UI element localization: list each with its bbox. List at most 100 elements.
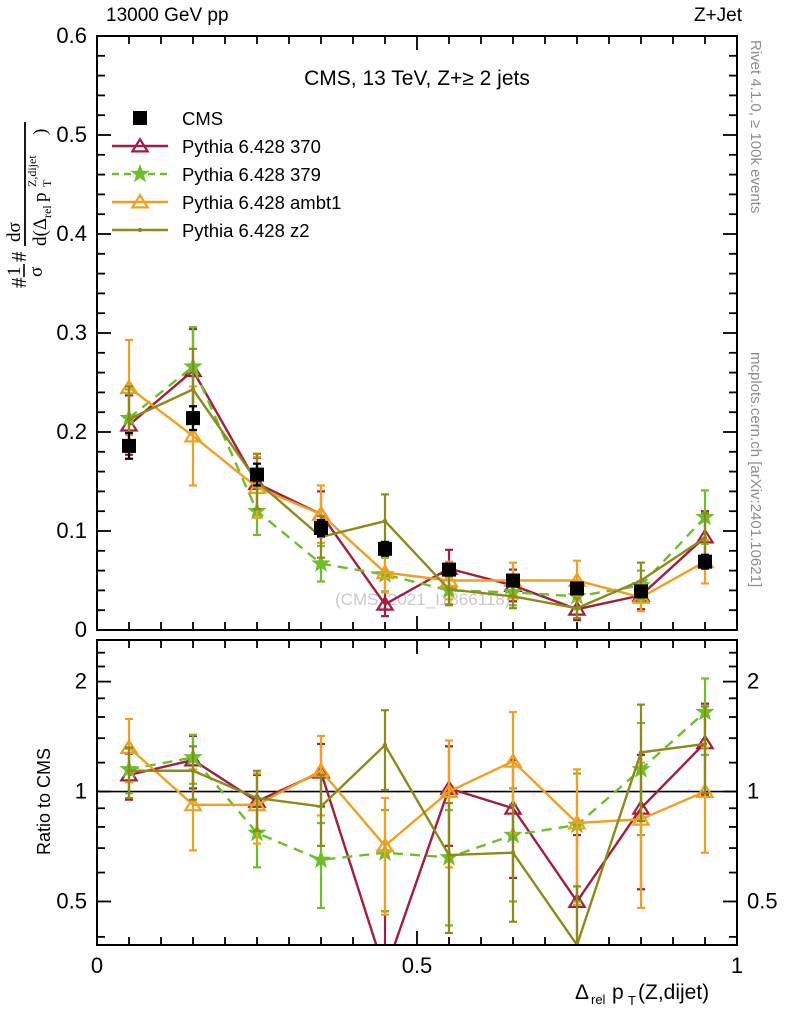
series-pythia-6-428-ambt1	[119, 711, 715, 916]
legend-entry: Pythia 6.428 z2	[112, 220, 310, 241]
data-marker-dot	[510, 594, 516, 599]
ylabel-denom-p: p	[30, 193, 51, 203]
ylabel-hash1: #	[7, 277, 31, 288]
header-left: 13000 GeV pp	[106, 5, 229, 26]
data-marker-square	[186, 411, 200, 426]
series-line	[129, 742, 706, 944]
data-marker-triangle	[375, 563, 395, 580]
main-y-tick-labels: 0 0.1 0.2 0.3 0.4 0.5 0.6	[56, 23, 87, 642]
series-line	[128, 368, 706, 611]
series-line	[128, 741, 706, 944]
xlabel-delta: Δ	[575, 981, 589, 1004]
data-marker-star	[130, 163, 150, 183]
data-marker-dot	[575, 942, 579, 944]
data-marker-dot	[126, 416, 132, 422]
ratio-ytick-label-right: 1	[747, 779, 759, 804]
ylabel-denom-psub: T	[40, 179, 54, 187]
data-marker-square	[378, 541, 392, 556]
series-cms	[122, 405, 712, 599]
data-marker-dot	[638, 578, 644, 583]
data-marker-triangle	[695, 782, 715, 799]
main-ylabel: # 1 σ # dσ d(Δ rel p T Z,dijet )	[4, 40, 66, 290]
xtick-label: 0	[91, 953, 103, 978]
ratio-ytick-label-right: 2	[747, 669, 759, 694]
series-line	[128, 711, 706, 862]
data-marker-square	[698, 554, 712, 569]
legend-entry: Pythia 6.428 ambt1	[112, 192, 341, 213]
x-axis-ticks	[96, 36, 738, 945]
legend-entry: CMS	[133, 108, 223, 129]
data-marker-square	[133, 111, 147, 125]
data-marker-dot	[318, 804, 324, 809]
data-marker-dot	[190, 387, 196, 392]
series-pythia-6-428-z2	[125, 703, 709, 944]
main-ytick-label: 0.4	[56, 221, 87, 246]
data-marker-square	[122, 438, 136, 453]
series-line	[128, 746, 706, 848]
data-marker-dot	[446, 852, 452, 858]
ylabel-denom-close: )	[30, 129, 51, 135]
xlabel-psub: T	[628, 993, 636, 1008]
main-ytick-label: 0.3	[56, 320, 87, 345]
data-marker-dot	[126, 768, 132, 773]
main-ytick-label: 0.5	[56, 122, 87, 147]
data-marker-square	[442, 562, 456, 577]
data-marker-triangle	[567, 814, 587, 830]
data-marker-triangle	[183, 427, 203, 443]
legend-group: CMS Pythia 6.428 370 Pythia 6.428 379 Pythi…	[112, 108, 341, 241]
ratio-y-tick-labels-right: 0.5 1 2	[747, 669, 778, 914]
legend-label: Pythia 6.428 ambt1	[182, 192, 341, 213]
legend-label: Pythia 6.428 z2	[182, 220, 310, 241]
data-marker-dot	[510, 850, 516, 855]
legend-label: CMS	[182, 108, 223, 129]
legend-entry: Pythia 6.428 379	[112, 163, 321, 185]
main-ytick-label: 0.1	[56, 518, 87, 543]
xtick-label: 1	[731, 953, 743, 978]
ylabel-denom: d(Δ	[30, 218, 51, 246]
xlabel-p: p	[612, 981, 624, 1004]
main-axis-ticks	[97, 35, 737, 631]
data-marker-dot	[702, 741, 708, 747]
ratio-y-tick-labels-left: 0.5 1 2	[56, 669, 87, 914]
data-marker-square	[250, 467, 264, 482]
data-marker-dot	[382, 742, 388, 748]
xlabel-rest: (Z,dijet)	[638, 981, 709, 1004]
data-marker-triangle	[375, 837, 395, 853]
xlabel-sub: rel	[591, 992, 606, 1007]
data-marker-square	[570, 581, 584, 596]
legend-label: Pythia 6.428 370	[182, 136, 321, 157]
ratio-ytick-label: 2	[75, 669, 87, 694]
data-marker-triangle	[503, 752, 523, 768]
data-marker-square	[634, 584, 648, 599]
data-marker-dot	[638, 750, 644, 755]
series-line	[128, 364, 706, 598]
header-right: Z+Jet	[693, 5, 742, 26]
data-marker-star	[311, 849, 331, 869]
data-marker-square	[506, 573, 520, 588]
data-marker-square	[314, 521, 328, 536]
data-marker-triangle	[130, 137, 150, 153]
data-marker-triangle	[631, 810, 651, 826]
ylabel-denom-sup: Z,dijet	[25, 155, 39, 187]
ylabel-dsigma: dσ	[4, 222, 25, 242]
data-marker-star	[311, 553, 331, 572]
main-series-group	[119, 325, 715, 622]
data-marker-dot	[190, 768, 196, 773]
ratio-ytick-label: 0.5	[56, 888, 87, 913]
legend-entry: Pythia 6.428 370	[112, 136, 321, 157]
series-pythia-6-428-379	[119, 325, 715, 611]
data-marker-dot	[382, 518, 388, 524]
main-ytick-label: 0.2	[56, 419, 87, 444]
ratio-ytick-label: 1	[75, 779, 87, 804]
data-marker-dot	[137, 227, 143, 233]
ratio-ytick-label-right: 0.5	[747, 888, 778, 913]
data-marker-dot	[574, 606, 580, 611]
data-marker-triangle	[375, 595, 395, 611]
ratio-series-group	[119, 677, 715, 944]
ylabel-hash2: #	[7, 251, 31, 262]
x-tick-labels: 0 0.5 1	[91, 953, 743, 978]
main-ytick-label: 0	[75, 617, 87, 642]
ylabel-one: 1	[4, 267, 25, 277]
xaxis-label: Δ rel p T (Z,dijet)	[575, 975, 765, 1009]
